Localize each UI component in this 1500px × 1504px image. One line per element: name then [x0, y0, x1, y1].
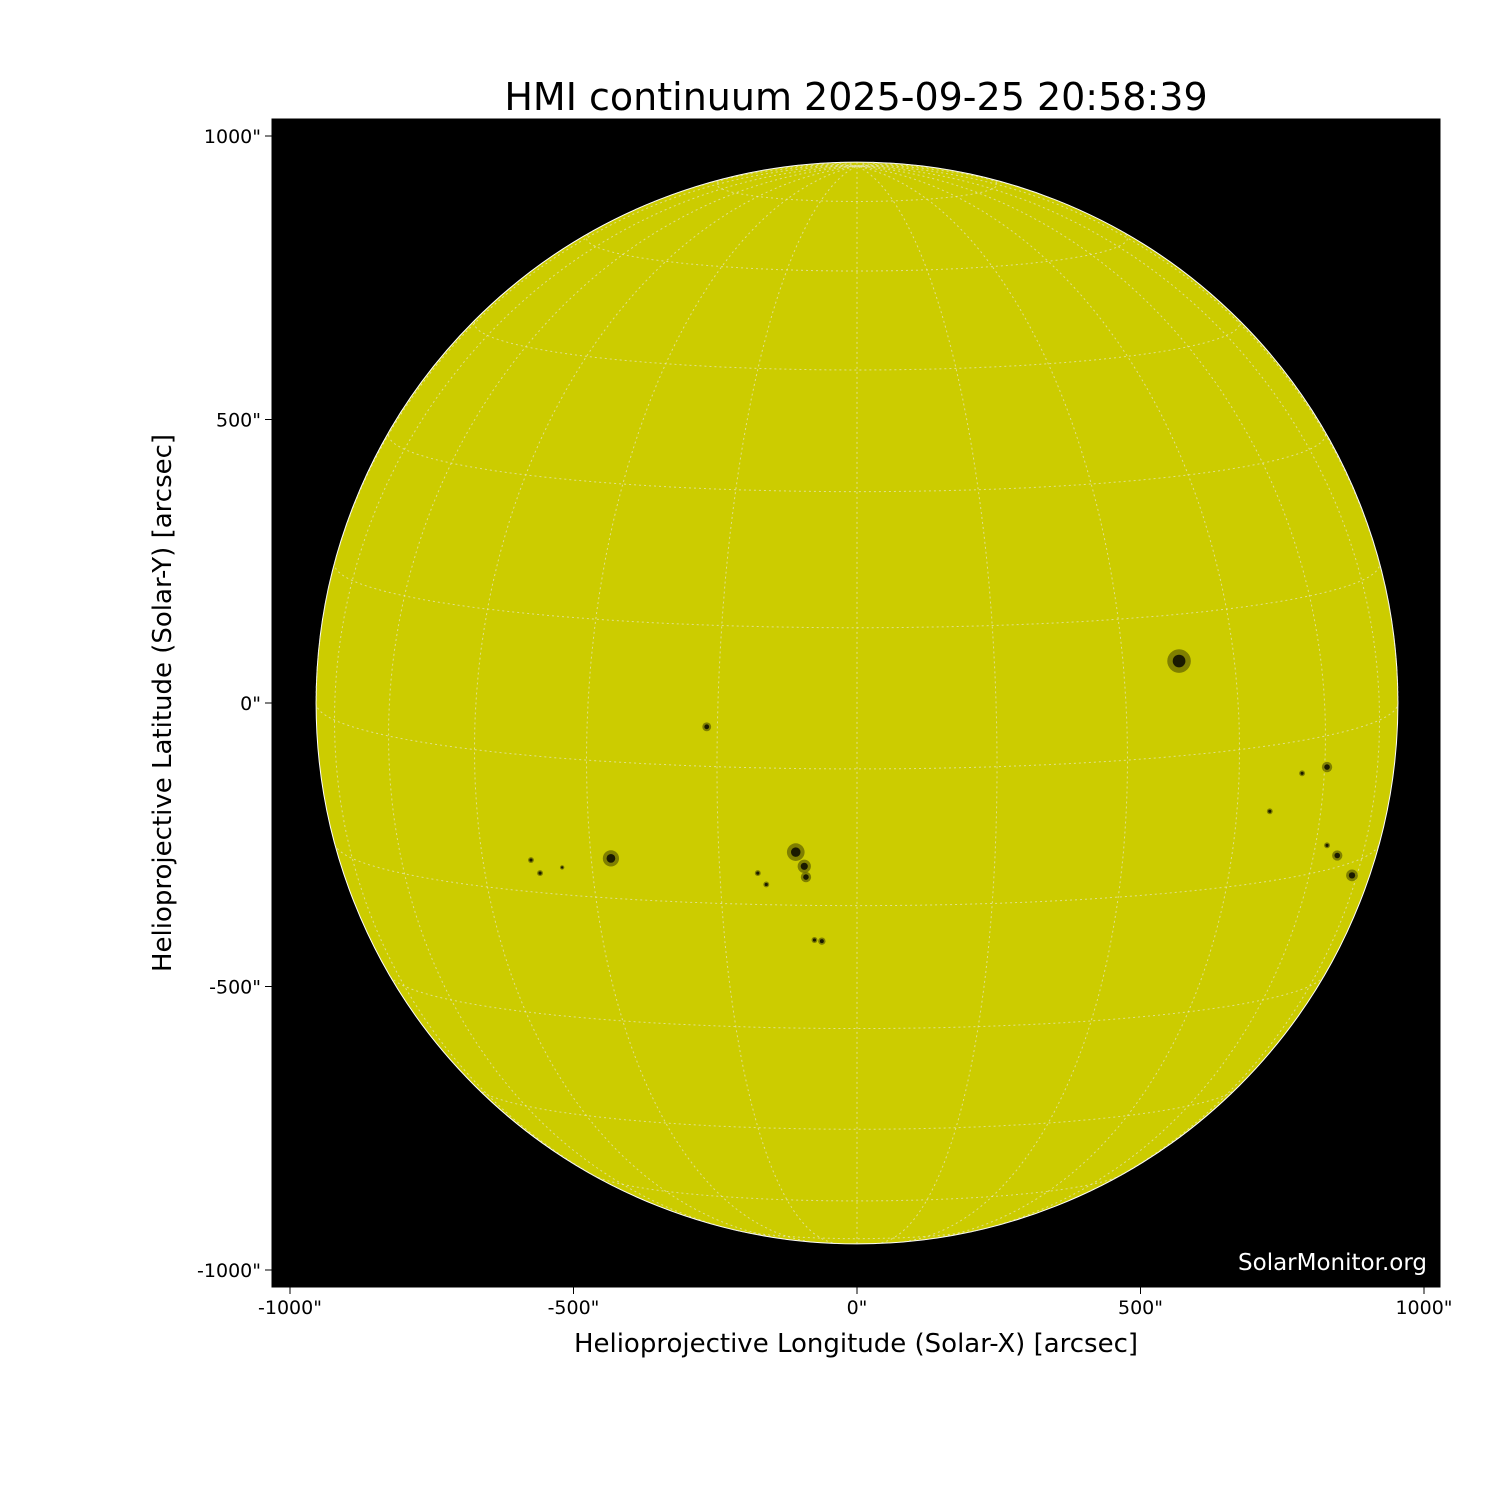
watermark: SolarMonitor.org [1238, 1250, 1427, 1276]
sunspots [528, 649, 1358, 945]
sunspot-umbra [538, 871, 542, 875]
sunspot-umbra [606, 853, 616, 863]
sunspot-umbra [812, 938, 817, 942]
sunspot-umbra [560, 866, 564, 869]
sunspot-umbra [529, 858, 533, 862]
x-tick-label: -500" [548, 1297, 600, 1319]
latitude-line [477, 1088, 1237, 1130]
latitude-line [388, 430, 1326, 493]
longitude-line [585, 165, 858, 1243]
y-tick-label: 0" [240, 693, 261, 715]
x-tick-label: 500" [1118, 1297, 1163, 1319]
latitude-line [733, 1229, 981, 1240]
longitude-line [856, 165, 1399, 704]
y-axis-ticks: 1000" 500" 0" -500" -1000" [197, 126, 272, 1282]
latitude-line [334, 844, 1380, 907]
y-axis-label: Helioprojective Latitude (Solar-Y) [arcs… [148, 434, 178, 972]
sunspot-umbra [1348, 872, 1356, 879]
y-tick-label: 500" [216, 410, 261, 432]
latitude-line [333, 562, 1381, 629]
heliographic-grid [315, 161, 1399, 1244]
sunspot-umbra [704, 724, 710, 730]
x-tick-label: 0" [847, 1297, 868, 1319]
x-tick-label: -1000" [258, 1297, 322, 1319]
longitude-line [856, 165, 1326, 1233]
latitude-line [716, 176, 998, 202]
longitude-line [856, 162, 895, 167]
y-tick-label: 1000" [204, 126, 261, 148]
sunspot-umbra [819, 939, 824, 944]
sunspot-umbra [1300, 771, 1304, 775]
sunspot-umbra [1324, 764, 1330, 770]
sunspot-umbra [803, 874, 809, 880]
longitude-line [856, 165, 1129, 1243]
longitude-line [819, 162, 858, 167]
sunspot-umbra [1172, 654, 1186, 668]
sunspot-umbra [1334, 852, 1341, 859]
latitude-line [473, 317, 1241, 371]
latitude-line [585, 230, 1129, 272]
longitude-line [473, 165, 858, 1241]
plot-title: HMI continuum 2025-09-25 20:58:39 [504, 75, 1207, 119]
longitude-line [388, 165, 858, 1233]
sunspot-umbra [764, 882, 768, 887]
sunspot-umbra [800, 862, 808, 870]
sunspot-umbra [791, 847, 801, 857]
longitude-line [856, 165, 1241, 1241]
x-axis-label: Helioprojective Longitude (Solar-X) [arc… [574, 1329, 1138, 1359]
y-tick-label: -1000" [197, 1260, 261, 1282]
longitude-line [716, 165, 858, 1244]
longitude-line [856, 165, 998, 1244]
x-axis-ticks: -1000" -500" 0" 500" 1000" [258, 1287, 1453, 1319]
latitude-line [389, 976, 1325, 1029]
latitude-line [593, 1174, 1121, 1202]
sunspot-umbra [756, 871, 760, 875]
sunspot-umbra [1268, 809, 1272, 813]
x-tick-label: 1000" [1395, 1297, 1452, 1319]
y-tick-label: -500" [209, 977, 261, 999]
sunspot-umbra [1325, 843, 1329, 847]
